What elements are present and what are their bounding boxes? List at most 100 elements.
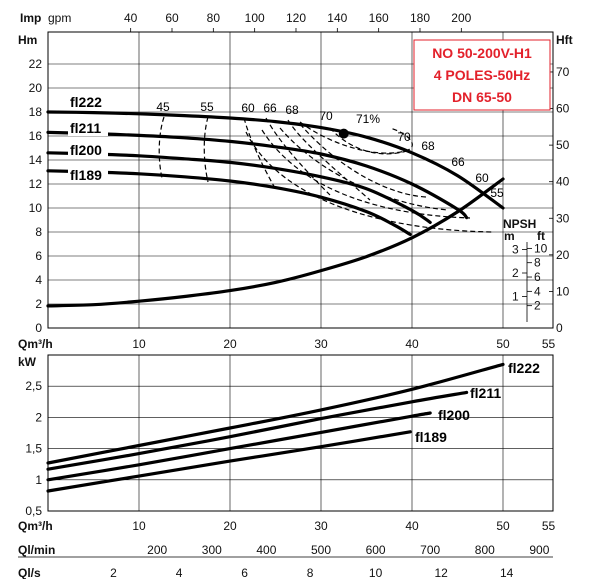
head-left-tick-label: 12 [29, 177, 43, 191]
power-x-axis-label: Qm³/h [18, 519, 53, 533]
top-tick-label: 180 [410, 11, 430, 25]
efficiency-label: 66 [263, 101, 277, 115]
ql-s-tick-label: 12 [434, 566, 448, 579]
npsh-curve [46, 177, 505, 308]
ql-min-tick-label: 500 [311, 543, 331, 557]
ql-s-axis-ticks: 2 4 6 8 10 12 14 [110, 566, 513, 579]
head-x-axis-ticks: 10 20 30 40 50 55 [132, 337, 555, 351]
head-right-tick-label: 60 [556, 102, 570, 116]
head-left-tick-label: 8 [35, 225, 42, 239]
npsh-ft-tick-label: 10 [534, 241, 548, 255]
ql-s-tick-label: 10 [369, 566, 383, 579]
head-curve-label-bg [68, 167, 108, 183]
power-chart-grid [48, 355, 553, 511]
npsh-curve-line [46, 177, 505, 308]
top-tick-label: 80 [207, 11, 221, 25]
efficiency-isoline [299, 123, 427, 198]
ql-min-axis-label: Ql/min [18, 543, 55, 557]
ql-min-tick-label: 300 [202, 543, 222, 557]
efficiency-isoline [203, 116, 209, 183]
power-x-tick-label: 10 [132, 519, 146, 533]
head-chart-frame [47, 31, 554, 329]
efficiency-label: 71% [356, 112, 380, 126]
ql-s-tick-label: 6 [241, 566, 248, 579]
top-tick-label: 120 [286, 11, 306, 25]
npsh-m-tick-label: 2 [512, 266, 519, 280]
head-right-tick-label: 70 [556, 65, 570, 79]
top-tick-label: 60 [165, 11, 179, 25]
head-right-tick-label: 10 [556, 284, 570, 298]
power-x-tick-label: 30 [314, 519, 328, 533]
head-left-tick-label: 4 [35, 273, 42, 287]
npsh-unit-ft: ft [537, 229, 545, 243]
npsh-m-tick-label: 3 [512, 243, 519, 257]
efficiency-label: 55 [200, 100, 214, 114]
head-curve-fl222 [46, 110, 505, 210]
power-curve-fl211 [46, 390, 469, 471]
head-x-axis-label: Qm³/h [18, 337, 53, 351]
power-left-tick-label: 1 [35, 473, 42, 487]
efficiency-isoline [245, 131, 493, 233]
head-x-tick-label: 50 [496, 337, 510, 351]
power-curve-fl189 [46, 430, 412, 493]
head-left-axis-ticks: 0 2 4 6 8 10 12 14 16 18 20 22 [29, 57, 43, 335]
head-right-tick-label: 20 [556, 248, 570, 262]
head-curve-label-fl211: fl211 [70, 120, 101, 136]
top-tick-label: 100 [245, 11, 265, 25]
head-x-tick-label: 20 [223, 337, 237, 351]
ql-min-tick-label: 700 [420, 543, 440, 557]
top-axis-ticks: 40 60 80 100 120 140 160 180 200 [124, 11, 472, 32]
power-left-tick-label: 2 [35, 410, 42, 424]
head-curve-label-fl200: fl200 [70, 142, 102, 158]
power-chart-frame [47, 354, 554, 512]
ql-s-tick-label: 14 [500, 566, 514, 579]
top-tick-label: 200 [451, 11, 471, 25]
ql-min-tick-label: 800 [475, 543, 495, 557]
head-curve-label-fl189: fl189 [70, 167, 102, 183]
head-left-tick-label: 22 [29, 57, 43, 71]
best-efficiency-point [338, 128, 349, 139]
head-x-tick-label: 10 [132, 337, 146, 351]
efficiency-isoline [279, 127, 449, 211]
head-curve-fl200 [46, 151, 432, 224]
efficiency-isoline [329, 127, 411, 155]
efficiency-label: 60 [475, 171, 489, 185]
top-tick-label: 140 [327, 11, 347, 25]
head-right-tick-label: 30 [556, 211, 570, 225]
top-tick-label: 160 [369, 11, 389, 25]
ql-min-tick-label: 600 [366, 543, 386, 557]
efficiency-label: 66 [451, 155, 465, 169]
head-left-tick-label: 14 [29, 153, 43, 167]
head-curve-label-bg [68, 120, 108, 136]
ql-min-tick-label: 400 [256, 543, 276, 557]
head-curve-label-fl222: fl222 [70, 94, 102, 110]
efficiency-isoline [287, 119, 371, 201]
efficiency-label: 70 [319, 109, 333, 123]
efficiency-label: 68 [421, 139, 435, 153]
title-line-2: 4 POLES-50Hz [434, 67, 530, 83]
npsh-ft-tick-label: 2 [534, 299, 541, 313]
title-line-3: DN 65-50 [452, 89, 512, 105]
head-left-tick-label: 16 [29, 129, 43, 143]
head-x-tick-label: 55 [542, 337, 556, 351]
power-x-axis-ticks: 10 20 30 40 50 55 [132, 519, 555, 533]
head-curves: fl222 fl211 fl200 fl189 [46, 94, 505, 236]
npsh-label: NPSH [503, 217, 536, 231]
head-x-tick-label: 30 [314, 337, 328, 351]
head-right-tick-label: 40 [556, 175, 570, 189]
power-left-tick-label: 0,5 [25, 504, 42, 518]
power-x-tick-label: 40 [405, 519, 419, 533]
power-x-tick-label: 55 [542, 519, 556, 533]
head-right-tick-label: 0 [556, 321, 563, 335]
head-curve-fl189 [46, 169, 412, 236]
top-axis-unit: gpm [48, 11, 71, 25]
head-left-tick-label: 6 [35, 249, 42, 263]
npsh-ft-tick-label: 4 [534, 284, 541, 298]
ql-s-tick-label: 4 [176, 566, 183, 579]
efficiency-isoline [265, 117, 331, 196]
efficiency-label: 68 [285, 103, 299, 117]
ql-s-tick-label: 2 [110, 566, 117, 579]
title-line-1: NO 50-200V-H1 [432, 45, 532, 61]
